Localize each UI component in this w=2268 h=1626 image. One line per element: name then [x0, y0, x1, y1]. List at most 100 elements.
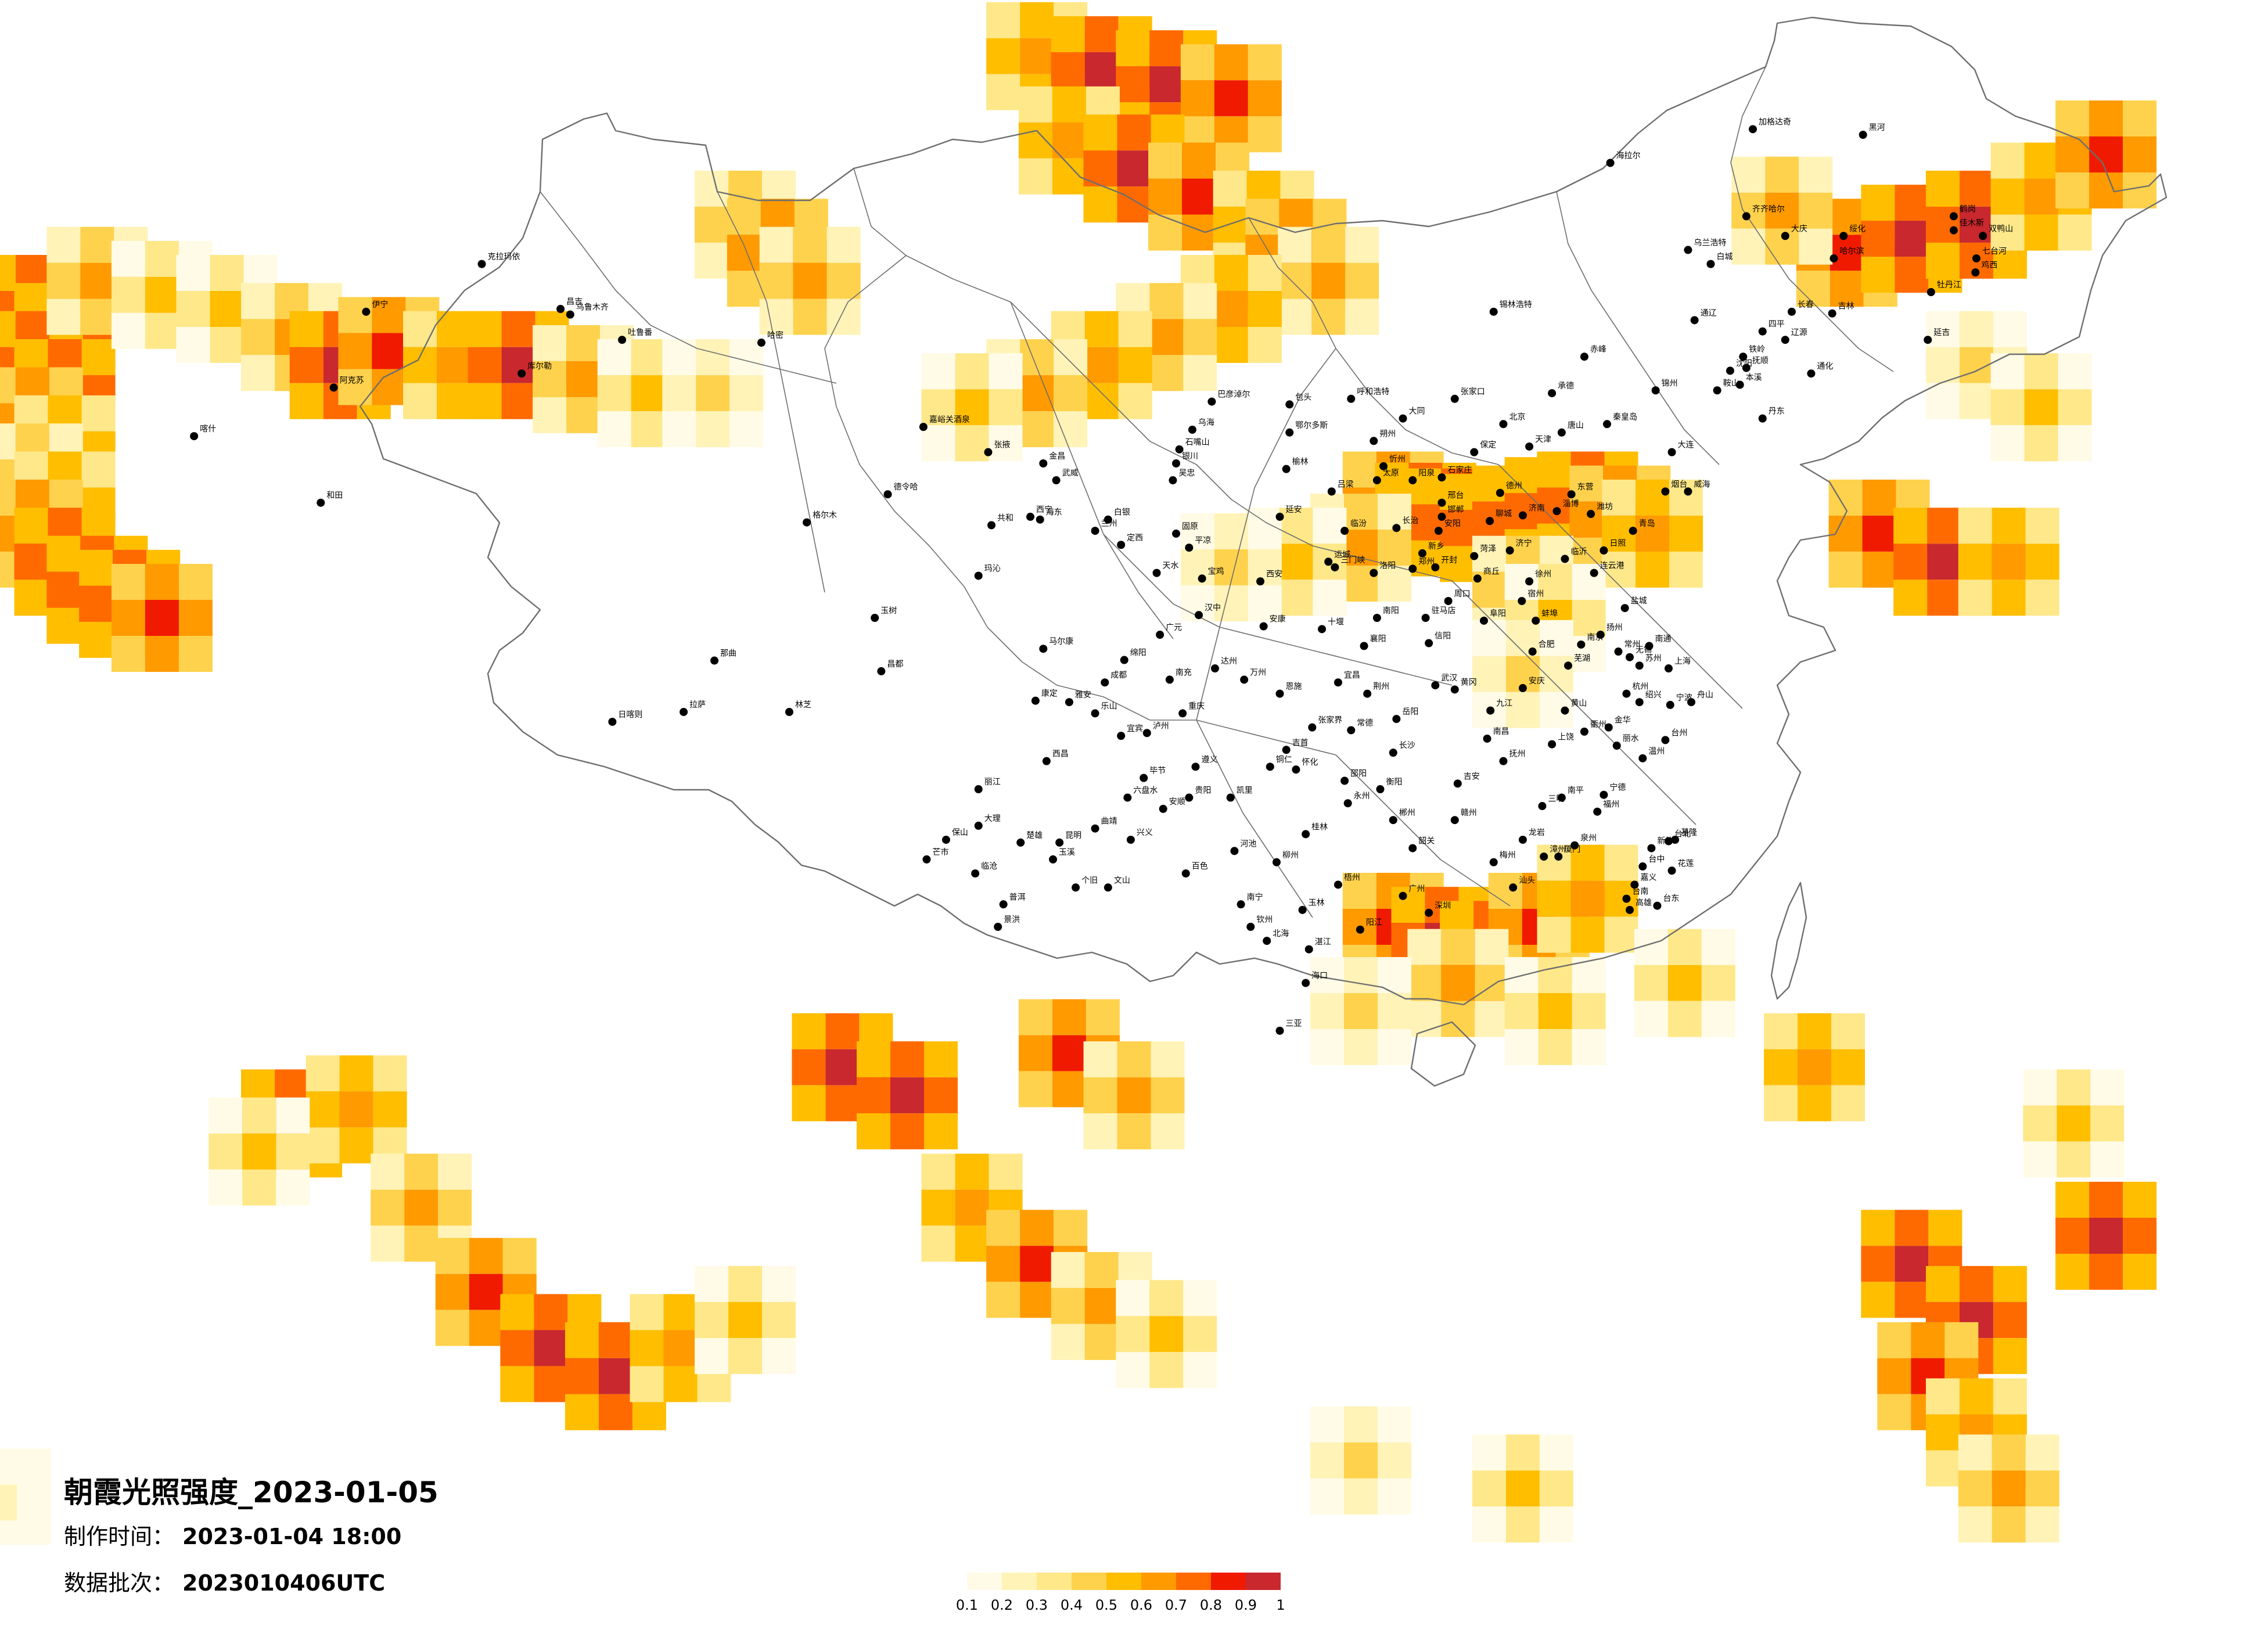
heat-cell	[145, 600, 179, 636]
heat-cell	[986, 1282, 1020, 1318]
city-marker: 漳州	[1540, 844, 1566, 861]
heat-cell	[597, 375, 631, 412]
city-dot	[1758, 327, 1767, 336]
city-label: 阿克苏	[340, 376, 364, 385]
city-label: 巴彦淖尔	[1217, 390, 1250, 400]
heat-cell	[1083, 1041, 1117, 1078]
heat-cell	[2025, 508, 2059, 544]
heat-cell	[176, 255, 210, 291]
heat-cell	[857, 1113, 890, 1150]
heat-cell	[46, 571, 81, 608]
heat-cell	[14, 508, 48, 544]
heat-cell	[14, 544, 48, 580]
city-marker: 保山	[941, 828, 968, 844]
city-marker: 三门峡	[1331, 556, 1365, 571]
city-label: 铜仁	[1276, 755, 1292, 764]
heat-cell	[1636, 551, 1670, 588]
city-dot	[1389, 816, 1397, 825]
city-dot	[1612, 742, 1621, 750]
city-label: 乌海	[1198, 418, 1214, 427]
heat-cell	[857, 1077, 890, 1114]
city-dot	[1489, 858, 1498, 866]
heat-cell	[597, 339, 631, 376]
heat-cell	[1149, 283, 1184, 319]
city-marker: 嘉义	[1630, 873, 1656, 889]
city-dot	[1169, 476, 1177, 485]
city-dot	[1065, 698, 1073, 707]
taiwan-outline	[1770, 882, 1807, 1000]
heat-cell	[1877, 1322, 1911, 1358]
city-dot	[1104, 883, 1112, 892]
city-dot	[1324, 557, 1333, 566]
city-dot	[1444, 596, 1453, 605]
city-label: 徐州	[1535, 570, 1551, 579]
city-marker: 朔州	[1370, 429, 1396, 445]
city-label: 榆林	[1292, 458, 1309, 467]
city-label: 黄山	[1570, 699, 1587, 708]
heat-cell	[695, 1266, 729, 1303]
heat-cell	[1248, 585, 1282, 621]
city-dot	[1532, 616, 1540, 625]
city-label: 辽源	[1791, 328, 1807, 337]
heat-cell	[338, 333, 372, 369]
city-label: 天津	[1535, 435, 1551, 444]
heat-cell	[793, 298, 827, 335]
city-dot	[1614, 647, 1623, 656]
city-label: 景洪	[1004, 915, 1020, 924]
heat-cell	[1407, 504, 1442, 541]
city-marker: 玉溪	[1049, 848, 1075, 864]
heat-cell	[1407, 929, 1442, 965]
city-label: 长沙	[1399, 741, 1415, 750]
city-label: 乌鲁木齐	[576, 303, 609, 312]
heat-cell	[1183, 319, 1217, 355]
heat-cell	[1927, 544, 1961, 580]
city-label: 淄博	[1563, 499, 1579, 509]
city-marker: 林芝	[785, 700, 811, 717]
city-label: 温州	[1648, 747, 1665, 756]
city-dot	[785, 708, 793, 717]
city-marker: 通化	[1807, 362, 1833, 378]
city-label: 赤峰	[1590, 345, 1606, 354]
city-label: 运城	[1334, 550, 1350, 559]
city-dot	[1331, 563, 1339, 571]
city-marker: 汕头	[1509, 876, 1535, 892]
heat-cell	[111, 240, 145, 277]
city-dot	[1684, 246, 1692, 254]
heat-cell	[0, 551, 16, 588]
city-marker: 大连	[1667, 441, 1694, 456]
city-dot	[1226, 793, 1235, 802]
city-marker: 乌兰浩特	[1684, 238, 1726, 254]
city-dot	[1181, 869, 1190, 878]
city-label: 汉中	[1205, 603, 1221, 613]
city-marker: 西昌	[1042, 750, 1069, 765]
heat-cell	[955, 425, 989, 462]
city-marker: 三亚	[1275, 1019, 1302, 1035]
heat-cell	[241, 283, 275, 319]
heat-cell	[1311, 298, 1346, 335]
city-marker: 临汾	[1340, 519, 1367, 535]
heat-cell	[1151, 1113, 1185, 1150]
heat-cell	[1020, 411, 1054, 448]
heat-cell	[81, 339, 116, 376]
heat-cell	[2089, 1182, 2123, 1218]
city-marker: 威海	[1684, 480, 1710, 496]
city-marker: 昌吉	[556, 297, 583, 313]
heat-cell	[1214, 513, 1248, 549]
city-dot	[1602, 420, 1611, 429]
heat-cell	[986, 1246, 1020, 1282]
city-marker: 承德	[1548, 382, 1574, 398]
city-label: 十堰	[1328, 617, 1344, 627]
heat-cell	[762, 1266, 796, 1303]
heat-cell	[1475, 1001, 1509, 1037]
city-dot	[1117, 541, 1126, 549]
heat-cell	[1054, 339, 1088, 376]
city-marker: 深圳	[1425, 901, 1451, 917]
city-dot	[1237, 900, 1245, 909]
city-dot	[1590, 569, 1598, 577]
heat-cell	[1149, 1316, 1184, 1352]
city-dot	[1408, 476, 1417, 485]
heat-cell	[1084, 1323, 1119, 1360]
city-marker: 玉树	[871, 606, 897, 622]
heat-cell	[986, 1210, 1020, 1246]
heat-cell	[1505, 1506, 1540, 1543]
